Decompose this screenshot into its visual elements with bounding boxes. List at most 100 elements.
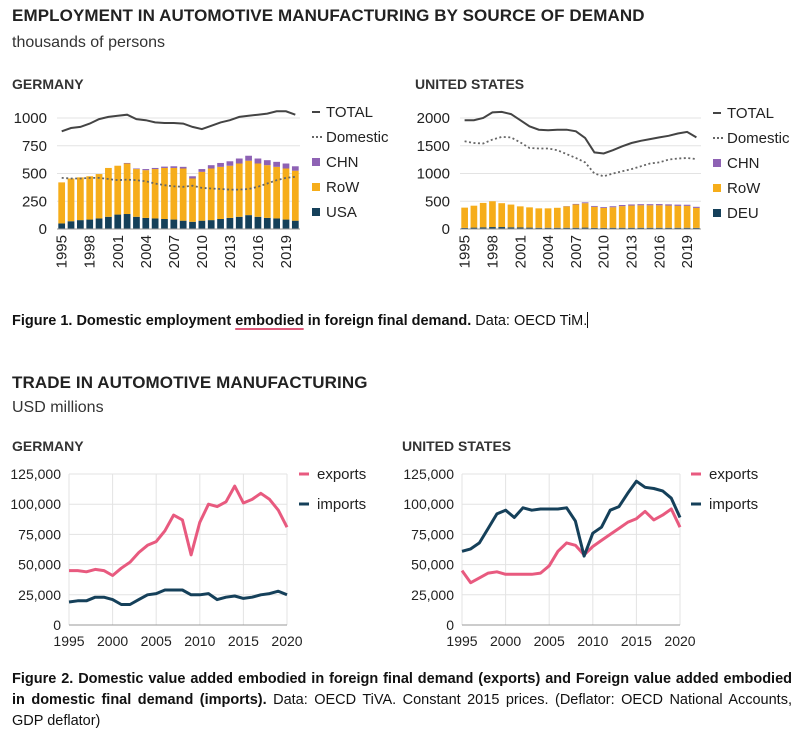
- x-tick-label: 1995: [54, 235, 71, 268]
- bar-chn: [254, 158, 262, 164]
- bar-row: [507, 204, 515, 228]
- bar-chn: [245, 155, 252, 161]
- y-tick-label: 25,000: [411, 587, 454, 603]
- bar-row: [665, 205, 672, 228]
- bar-chn: [235, 158, 243, 164]
- bar-chn: [151, 167, 159, 170]
- bar-row: [142, 170, 150, 218]
- x-tick-label: 2016: [250, 235, 267, 268]
- bar-row: [516, 206, 524, 228]
- series-line-exports: [460, 507, 682, 585]
- x-tick-label: 2010: [577, 633, 608, 649]
- x-tick-label: 2019: [278, 235, 295, 268]
- x-tick-label: 2000: [97, 633, 128, 649]
- x-tick-label: 2010: [194, 235, 211, 268]
- bar-deu: [674, 227, 682, 229]
- legend-label-chn: CHN: [727, 155, 760, 172]
- text-cursor: [587, 312, 589, 328]
- y-tick-label: 1500: [417, 138, 450, 155]
- bar-row: [489, 201, 496, 228]
- legend-swatch-chn: [713, 159, 721, 167]
- x-tick-label: 2005: [534, 633, 565, 649]
- bar-chn: [581, 202, 589, 204]
- x-tick-label: 2000: [490, 633, 521, 649]
- x-tick-label: 2001: [110, 235, 127, 268]
- x-tick-label: 1995: [53, 633, 84, 649]
- bar-usa: [151, 218, 159, 229]
- bar-deu: [572, 227, 580, 229]
- bar-usa: [95, 218, 103, 229]
- legend-swatch-deu: [713, 209, 721, 217]
- bar-usa: [217, 219, 224, 229]
- legend-label-usa: USA: [326, 204, 357, 221]
- legend-swatch-chn: [312, 158, 320, 166]
- figure1-caption: Figure 1. Domestic employment embodied i…: [12, 311, 589, 332]
- bar-row: [683, 205, 691, 228]
- bar-chn: [142, 169, 150, 171]
- bar-row: [105, 167, 112, 217]
- bar-row: [170, 167, 178, 220]
- series-line-exports: [69, 484, 289, 577]
- x-tick-label: 2005: [141, 633, 172, 649]
- bar-chn: [591, 205, 598, 207]
- bar-deu: [683, 227, 691, 229]
- bar-row: [609, 207, 617, 228]
- bar-usa: [123, 214, 131, 229]
- bar-usa: [114, 214, 122, 229]
- bar-row: [58, 182, 66, 224]
- bar-row: [470, 205, 478, 228]
- y-tick-label: 0: [446, 617, 454, 633]
- bar-deu: [646, 227, 654, 229]
- bar-chn: [133, 168, 140, 170]
- x-tick-label: 2007: [568, 235, 585, 268]
- section1-title: EMPLOYMENT IN AUTOMOTIVE MANUFACTURING B…: [12, 6, 645, 25]
- legend-label-total: TOTAL: [727, 105, 774, 122]
- bar-usa: [86, 219, 94, 229]
- legend-label-exports: exports: [709, 466, 758, 483]
- legend-label-chn: CHN: [326, 154, 359, 171]
- chart2-title: UNITED STATES: [415, 76, 525, 92]
- x-tick-label: 1998: [484, 235, 501, 268]
- bar-usa: [263, 217, 271, 229]
- figure2-caption-bold: Figure 2. Domestic value added embodied …: [12, 671, 792, 708]
- y-tick-label: 250: [22, 193, 47, 210]
- legend-label-imports: imports: [317, 496, 366, 513]
- bar-deu: [461, 227, 468, 229]
- bar-row: [655, 205, 663, 228]
- y-tick-label: 1000: [417, 166, 450, 183]
- y-tick-label: 750: [22, 138, 47, 155]
- bar-chn: [683, 204, 691, 206]
- bar-deu: [489, 227, 496, 229]
- x-tick-label: 2013: [222, 235, 239, 268]
- bar-row: [693, 207, 700, 228]
- legend-label-domestic: Domestic: [727, 130, 790, 147]
- y-tick-label: 500: [425, 193, 450, 210]
- bar-row: [189, 178, 196, 222]
- figure1-caption-bold-a: Figure 1. Domestic employment: [12, 313, 236, 329]
- series-line-domestic: [464, 135, 697, 178]
- bar-chn: [674, 204, 682, 206]
- legend-swatch-usa: [312, 208, 320, 216]
- x-tick-label: 2004: [138, 235, 155, 268]
- bar-deu: [563, 227, 570, 229]
- legend-label-total: TOTAL: [326, 104, 373, 121]
- bar-deu: [535, 227, 543, 229]
- bar-chn: [618, 205, 626, 207]
- bar-chn: [170, 166, 178, 168]
- y-tick-label: 125,000: [10, 466, 61, 482]
- bar-row: [67, 178, 75, 222]
- y-tick-label: 125,000: [403, 466, 454, 482]
- bar-row: [479, 202, 487, 228]
- bar-row: [461, 207, 468, 228]
- bar-row: [618, 206, 626, 228]
- x-tick-label: 2001: [512, 235, 529, 268]
- x-tick-label: 2019: [679, 235, 696, 268]
- legend-label-row: RoW: [727, 180, 761, 197]
- bar-chn: [161, 166, 168, 168]
- bar-row: [563, 206, 570, 228]
- y-tick-label: 500: [22, 166, 47, 183]
- bar-row: [217, 166, 224, 220]
- bar-row: [86, 176, 94, 220]
- bar-chn: [273, 161, 280, 167]
- us-trade-chart: 0 25,000 50,000 75,000 100,000 125,000 1995 200…: [403, 466, 758, 649]
